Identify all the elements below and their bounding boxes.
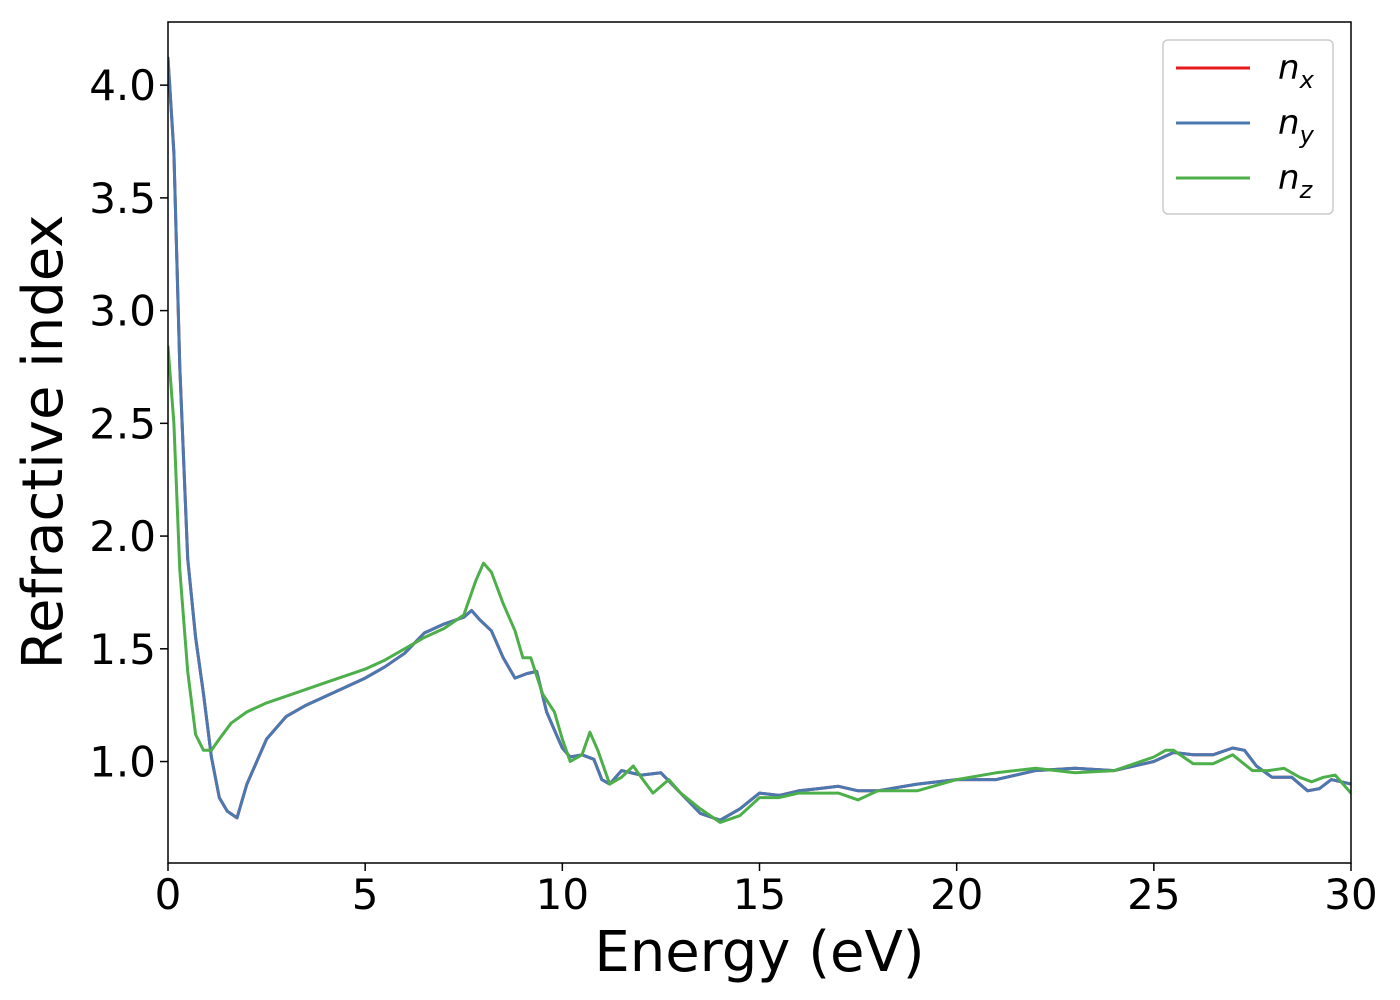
x-tick-label: 25 [1127,870,1180,919]
legend: nx ny nz [1162,39,1334,215]
x-tick-label: 5 [352,870,379,919]
legend-label-x: nx [1278,48,1315,94]
x-tick-label: 0 [155,870,182,919]
y-tick-label: 1.5 [89,625,156,674]
y-tick-label: 3.5 [89,174,156,223]
y-tick-label: 2.5 [89,399,156,448]
y-tick-label: 1.0 [89,738,156,787]
y-axis: 1.0 1.5 2.0 2.5 3.0 3.5 4.0 [89,61,168,787]
x-tick-label: 20 [930,870,983,919]
plot-area [167,21,1352,864]
legend-box [1162,39,1334,215]
series-line-y [168,56,1351,822]
x-tick-label: 30 [1324,870,1377,919]
series-line-z [168,345,1351,824]
x-tick-label: 15 [733,870,786,919]
x-axis: 0 5 10 15 20 25 30 [155,863,1378,919]
y-axis-title: Refractive index [11,215,76,670]
legend-label-z: nz [1278,158,1314,204]
legend-label-y: ny [1278,103,1315,149]
y-tick-label: 4.0 [89,61,156,110]
y-tick-label: 3.0 [89,287,156,336]
series-layer [168,56,1351,824]
x-axis-title: Energy (eV) [594,920,924,985]
y-tick-label: 2.0 [89,512,156,561]
x-tick-label: 10 [536,870,589,919]
